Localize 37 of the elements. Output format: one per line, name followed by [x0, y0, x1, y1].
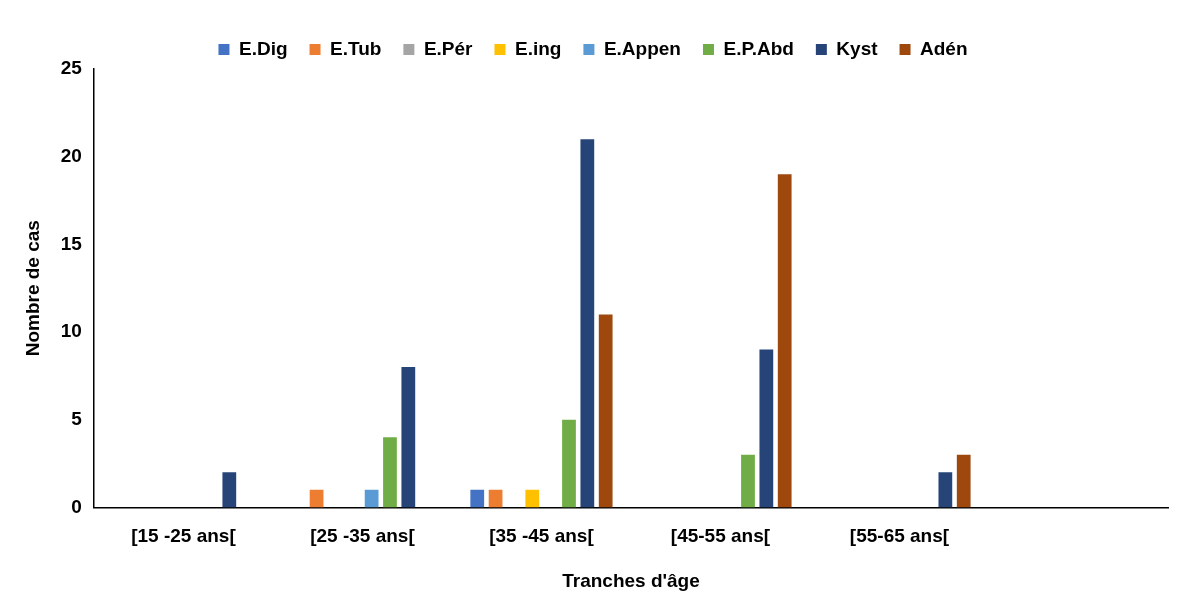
x-tick-label: [35 -45 ans[	[489, 525, 595, 547]
legend-label: Adén	[920, 37, 968, 59]
bar	[309, 489, 324, 508]
legend-label: E.Tub	[330, 37, 382, 59]
legend-label: E.Pér	[423, 37, 474, 59]
bar	[222, 472, 237, 508]
x-tick-label: [25 -35 ans[	[310, 525, 416, 547]
y-tick-label: 5	[71, 407, 83, 429]
x-axis-title: Tranches d'âge	[562, 569, 700, 591]
x-tick-label: [55-65 ans[	[849, 525, 950, 547]
bar	[580, 139, 595, 508]
x-tick-label: [15 -25 ans[	[131, 525, 237, 547]
bar	[741, 454, 755, 508]
bar	[777, 174, 792, 508]
bar	[401, 367, 416, 508]
y-axis-title: Nombre de cas	[21, 220, 43, 357]
bar	[562, 419, 576, 508]
bar	[956, 454, 971, 508]
bar	[938, 472, 953, 508]
bar	[759, 349, 774, 508]
bar	[488, 489, 503, 508]
y-tick-label: 15	[60, 232, 83, 254]
legend-label: E.P.Abd	[723, 37, 794, 59]
legend-label: E.ing	[514, 37, 562, 59]
y-tick-label: 0	[71, 495, 82, 517]
y-tick-label: 10	[60, 320, 82, 342]
y-tick-label: 20	[60, 144, 82, 166]
bar	[383, 437, 397, 508]
bar	[364, 489, 379, 508]
bar	[598, 314, 613, 508]
legend-label: E.Appen	[603, 37, 681, 59]
legend-label: Kyst	[836, 37, 879, 59]
bar	[525, 489, 540, 508]
y-tick-label: 25	[60, 57, 83, 79]
legend-label: E.Dig	[238, 37, 288, 59]
bar	[470, 489, 485, 508]
x-tick-label: [45-55 ans[	[670, 525, 771, 547]
